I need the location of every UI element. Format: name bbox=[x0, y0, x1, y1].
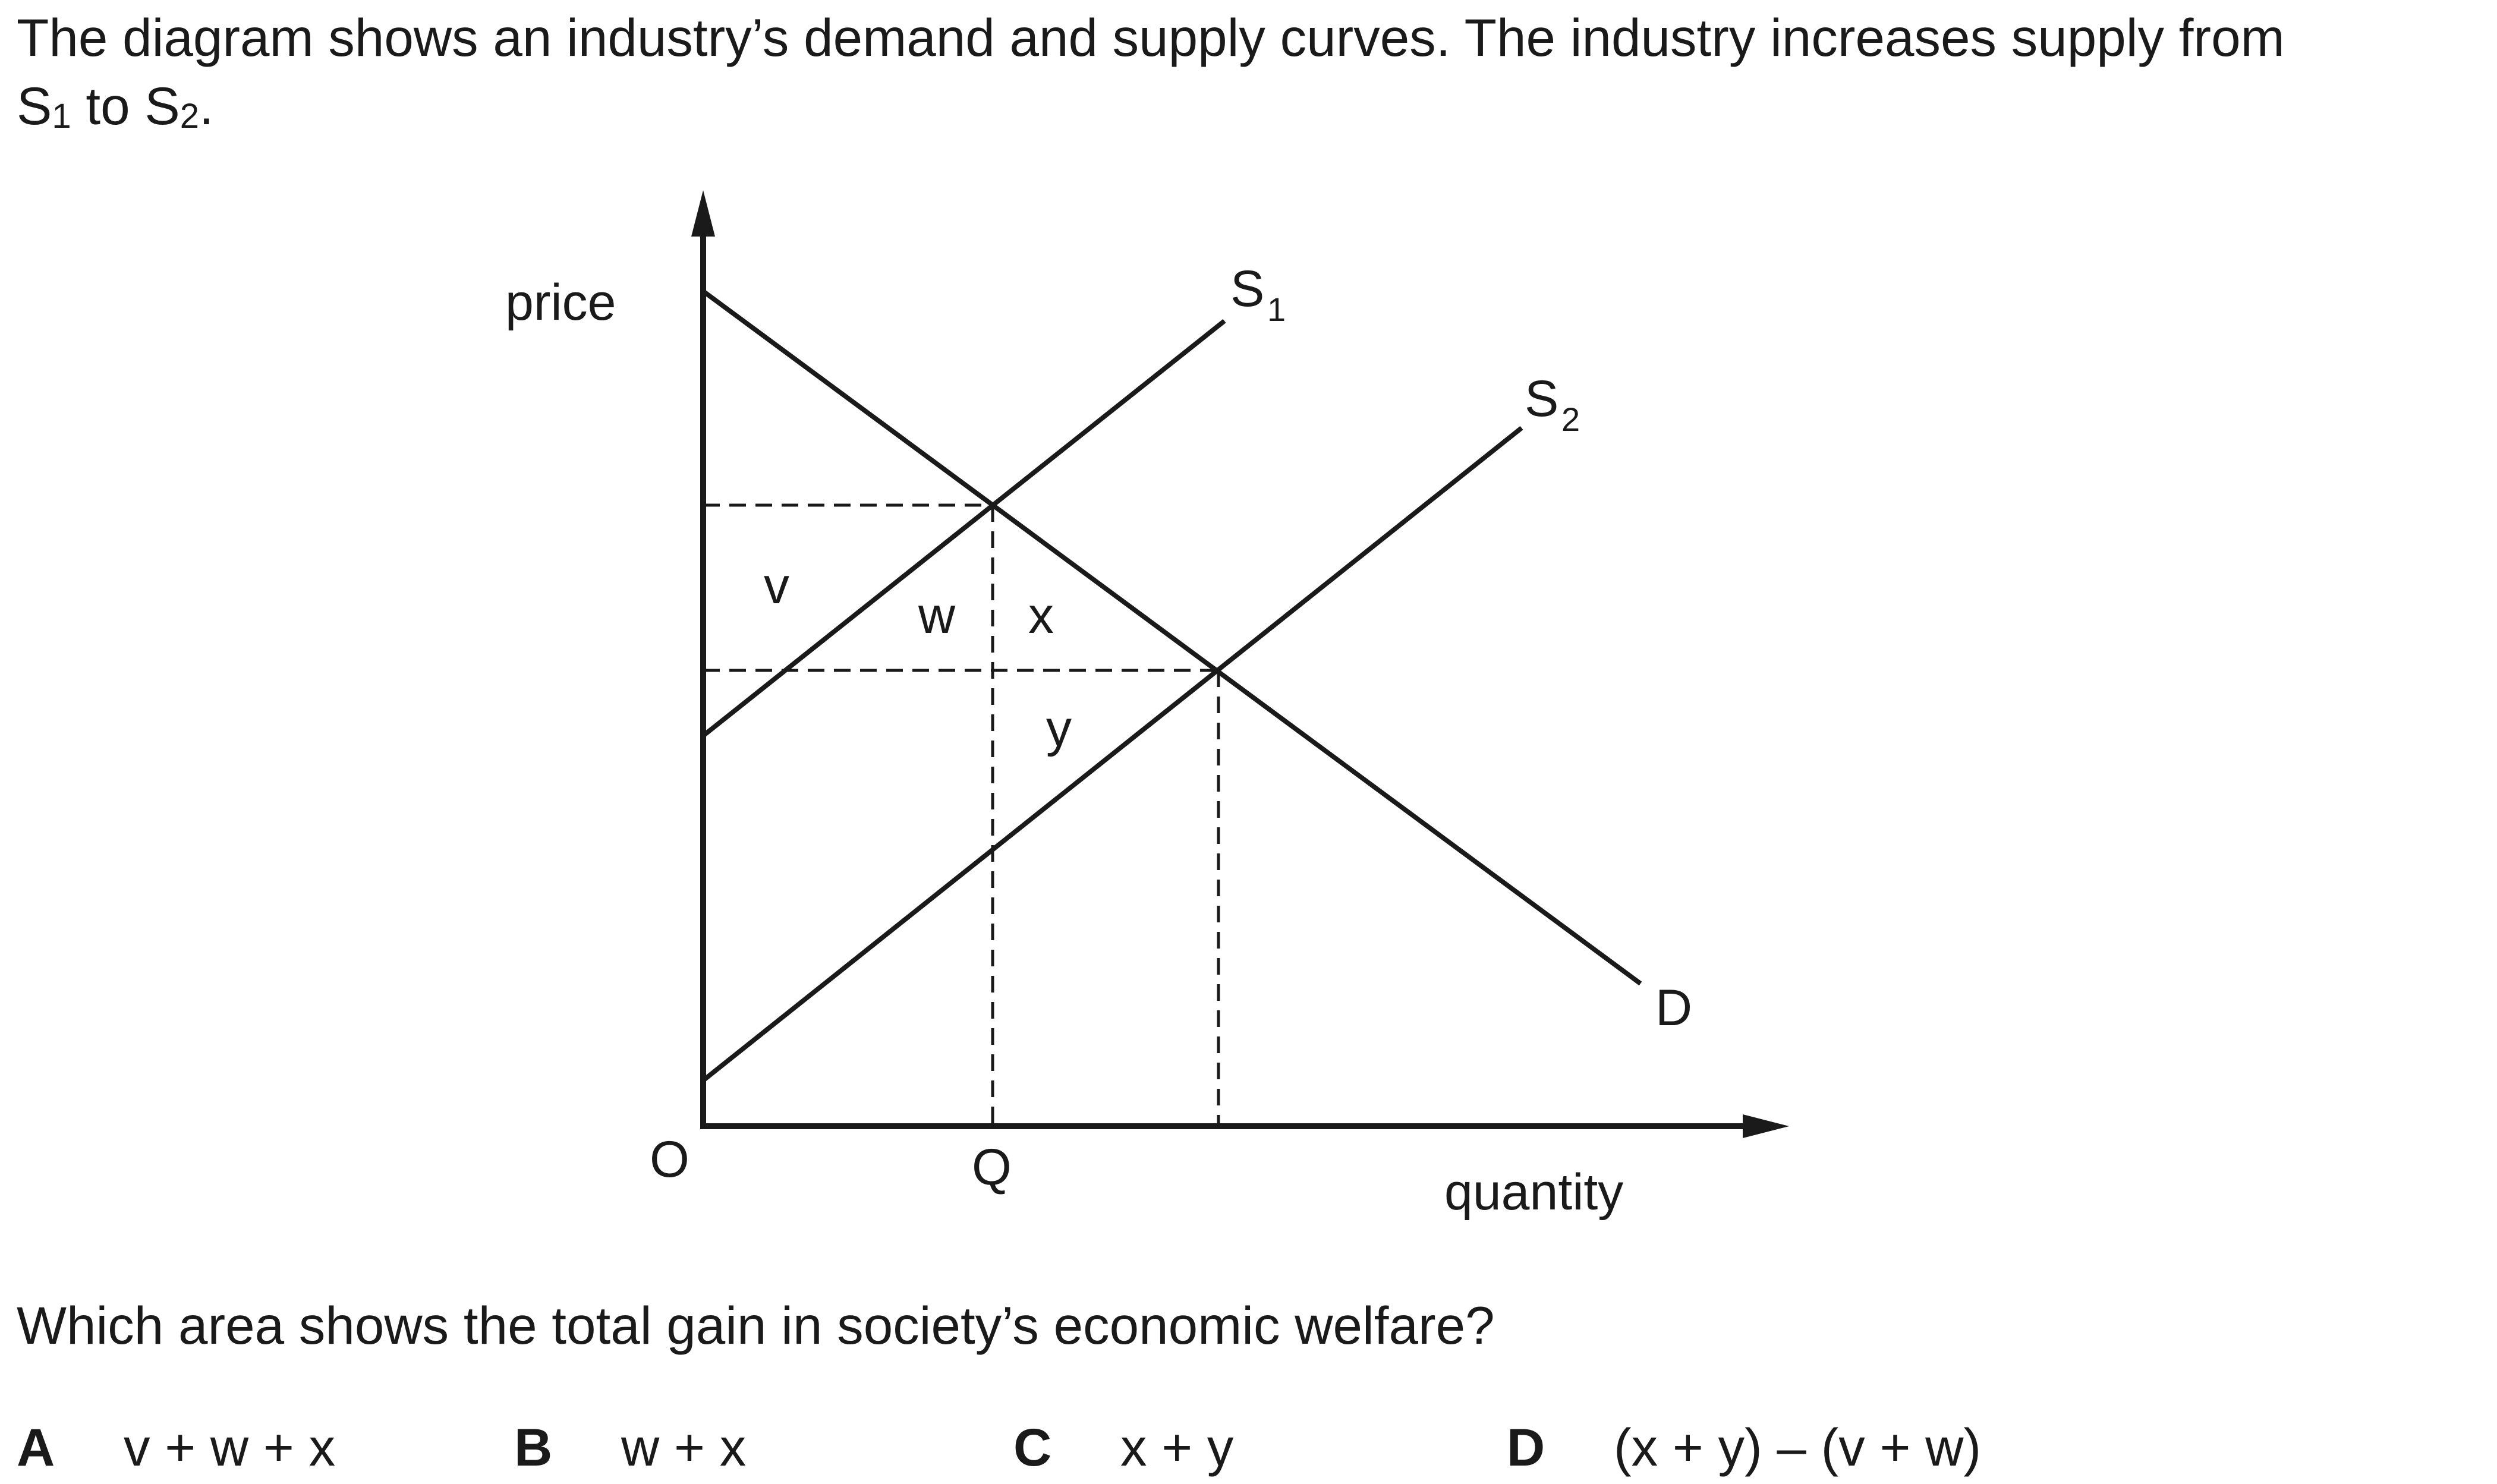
option-b-text: w + x bbox=[621, 1417, 747, 1477]
demand-label: D bbox=[1655, 979, 1692, 1036]
demand-curve bbox=[701, 289, 1642, 986]
supply-curve-s2 bbox=[701, 426, 1523, 1083]
question-prompt: Which area shows the total gain in socie… bbox=[17, 1296, 1495, 1355]
s1-subscript: 1 bbox=[1267, 291, 1286, 328]
x-axis-label: quantity bbox=[1444, 1164, 1623, 1221]
option-d-text: (x + y) – (v + w) bbox=[1614, 1417, 1982, 1477]
area-w-label: w bbox=[918, 587, 956, 644]
area-v-label: v bbox=[764, 557, 789, 615]
s2-subscript: 2 bbox=[1561, 401, 1580, 438]
intro-to: to bbox=[71, 76, 145, 136]
intro-end: . bbox=[199, 76, 214, 136]
option-d-letter: D bbox=[1507, 1417, 1545, 1477]
option-b-letter: B bbox=[514, 1417, 553, 1477]
option-c-letter: C bbox=[1013, 1417, 1052, 1477]
option-d[interactable]: D (x + y) – (v + w) bbox=[1507, 1414, 1981, 1480]
y-axis-label: price bbox=[505, 274, 616, 331]
q-label: Q bbox=[972, 1139, 1012, 1196]
x-axis-arrowhead bbox=[1743, 1114, 1789, 1138]
intro-s1: S bbox=[17, 76, 52, 136]
option-a-letter: A bbox=[17, 1417, 55, 1477]
origin-label: O bbox=[650, 1131, 689, 1188]
s1-label: S bbox=[1230, 260, 1264, 317]
intro-s2: S bbox=[144, 76, 180, 136]
option-b[interactable]: B w + x bbox=[514, 1414, 746, 1480]
y-axis-arrowhead bbox=[691, 190, 715, 237]
intro-s2-sub: 2 bbox=[180, 97, 199, 136]
option-a[interactable]: A v + w + x bbox=[17, 1414, 335, 1480]
option-c[interactable]: C x + y bbox=[1013, 1414, 1233, 1480]
area-y-label: y bbox=[1046, 700, 1072, 757]
option-c-text: x + y bbox=[1120, 1417, 1234, 1477]
intro-s1-sub: 1 bbox=[52, 97, 71, 136]
supply-curve-s1 bbox=[701, 319, 1226, 738]
area-x-label: x bbox=[1028, 587, 1054, 644]
question-intro: The diagram shows an industry’s demand a… bbox=[17, 4, 2454, 140]
intro-text: The diagram shows an industry’s demand a… bbox=[17, 8, 2285, 67]
option-a-text: v + w + x bbox=[124, 1417, 336, 1477]
s2-label: S bbox=[1525, 370, 1558, 427]
